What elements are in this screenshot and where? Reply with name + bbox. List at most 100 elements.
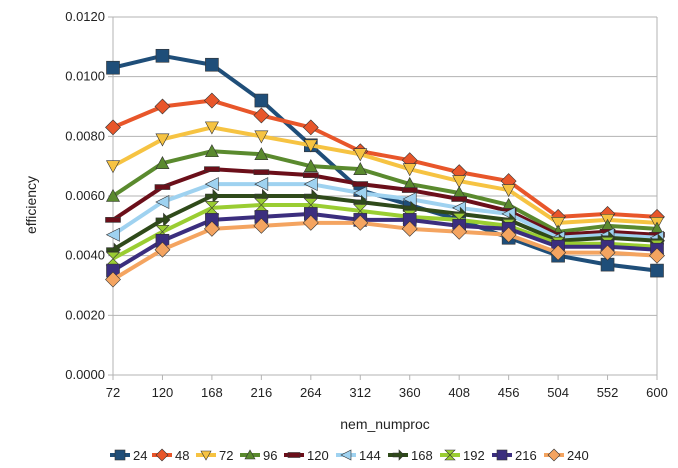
legend-item-192: 192 [440,448,485,463]
series-line [112,202,658,261]
data-point [253,169,270,175]
data-point [155,212,171,228]
data-point [352,181,369,187]
data-point [303,177,318,192]
series-line [111,211,658,273]
data-point [402,191,417,206]
data-point [302,214,319,231]
legend-item-216: 216 [492,448,537,463]
x-tick-label: 408 [448,385,470,400]
x-tick-label: 600 [646,385,668,400]
data-point [105,217,121,223]
data-point [254,177,269,192]
data-point [253,107,270,124]
series-line [111,149,658,234]
data-point [501,184,516,198]
x-tick-labels: 72 120 168 216 264 312 360 408 456 504 552 600 [106,385,668,400]
data-point [254,130,269,144]
y-tick-label: 0.0060 [65,188,105,203]
x-tick-label: 312 [349,385,371,400]
data-point [105,271,121,288]
legend-label: 72 [219,448,233,463]
data-point [105,160,121,174]
series-group [105,48,665,288]
data-point [254,93,269,108]
grid-lines [113,16,657,376]
data-point [204,177,219,192]
legend-label: 144 [359,448,381,463]
legend-marker [496,449,508,461]
data-point [105,188,121,202]
data-point [155,133,170,147]
y-tick-label: 0.0020 [65,307,105,322]
series-line [112,98,658,219]
y-tick-labels: 0.0000 0.0020 0.0040 0.0060 0.0080 0.0100 0.01… [65,9,105,382]
data-point [599,244,616,261]
legend-marker [392,449,405,461]
data-point [106,60,120,75]
legend-marker [244,449,256,460]
legend-label: 96 [263,448,277,463]
data-point [155,156,170,169]
legend-marker [114,449,126,461]
data-point [353,186,368,201]
y-tick-label: 0.0040 [65,248,105,263]
data-point [203,92,220,109]
y-tick-label: 0.0080 [65,128,105,143]
data-point [204,144,219,158]
series-96 [105,144,665,238]
y-tick-label: 0.0000 [65,367,105,382]
legend-item-120: 120 [284,448,329,463]
data-point [401,187,418,193]
x-tick-label: 216 [251,385,273,400]
legend-label: 120 [307,448,329,463]
legend: 24 48 72 96 120 144 168 192 216 240 [110,448,589,463]
data-point [105,227,120,242]
x-tick-label: 72 [106,385,120,400]
x-tick-label: 264 [300,385,322,400]
series-line [111,194,658,252]
legend-label: 192 [463,448,485,463]
legend-label: 24 [133,448,147,463]
data-point [205,188,220,204]
data-point [451,196,467,202]
data-point [451,223,468,240]
legend-marker [155,448,169,462]
data-point [205,57,219,72]
legend-marker [547,448,561,462]
data-point [154,184,171,190]
data-point [155,48,170,63]
legend-item-240: 240 [544,448,589,463]
y-tick-label: 0.0120 [65,9,105,24]
data-point [650,263,664,278]
x-axis-label: nem_numproc [340,416,430,432]
legend-item-48: 48 [152,448,189,463]
data-point [303,172,319,178]
series-240 [105,214,665,288]
legend-item-96: 96 [240,448,277,463]
data-point [353,162,368,175]
data-point [649,247,665,264]
legend-marker [340,449,352,461]
data-point [402,163,417,177]
data-point [204,166,220,172]
data-point [203,220,220,237]
legend-item-72: 72 [196,448,233,463]
data-point [401,220,418,237]
data-point [155,194,170,209]
x-tick-label: 552 [597,385,619,400]
data-point [154,241,171,258]
legend-label: 48 [175,448,189,463]
series-144 [105,177,664,245]
series-line [111,167,658,237]
legend-label: 216 [515,448,537,463]
data-point [204,121,219,135]
data-point [353,148,368,162]
legend-label: 240 [567,448,589,463]
data-point [352,214,369,231]
x-tick-label: 120 [152,385,174,400]
data-point [500,226,517,243]
legend-item-168: 168 [388,448,433,463]
data-point [303,159,318,172]
